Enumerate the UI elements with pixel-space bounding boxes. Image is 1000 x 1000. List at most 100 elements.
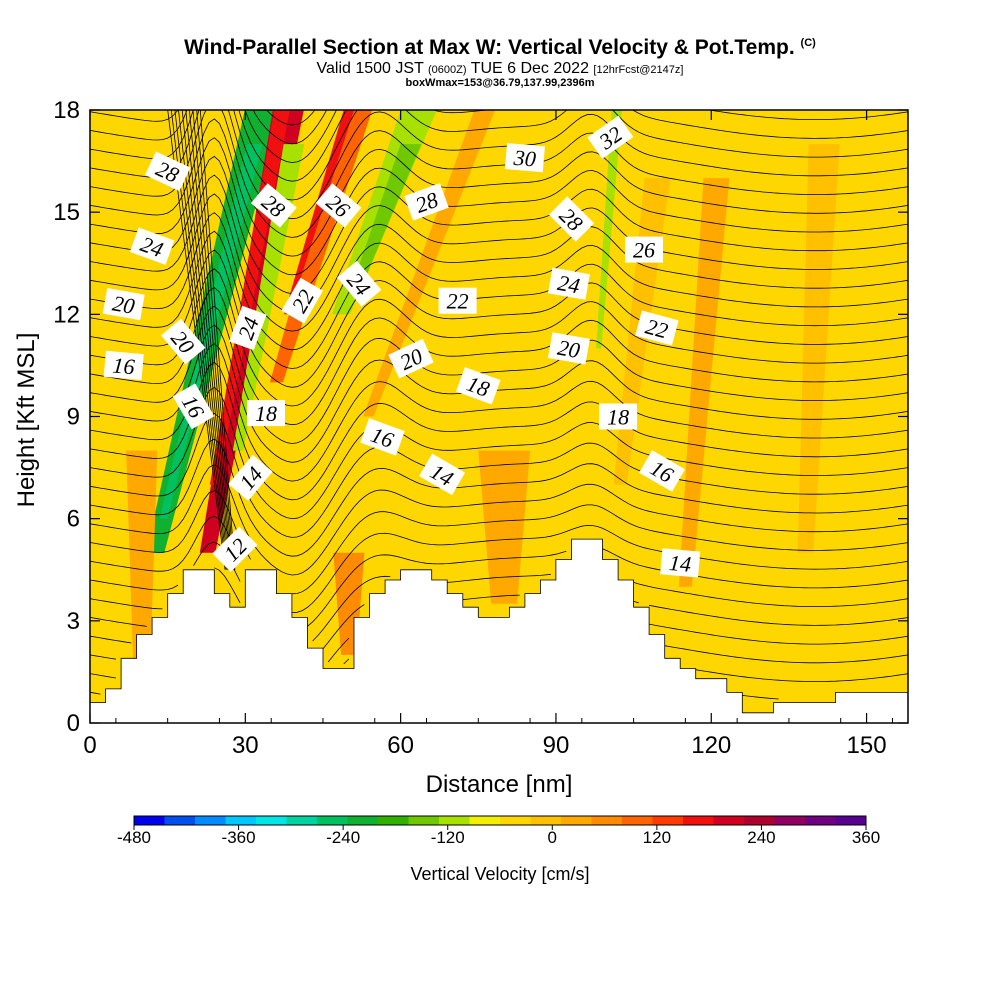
colorbar-swatch: [835, 816, 867, 825]
theta-contour-line: [90, 212, 908, 351]
theta-contour-line: [90, 230, 908, 369]
theta-label: 14: [660, 548, 701, 578]
subtitle-valid: Valid 1500 JST: [316, 60, 424, 77]
y-tick-label: 12: [53, 301, 80, 328]
theta-contour-line: [90, 645, 908, 665]
theta-contour-line: [189, 110, 232, 570]
colorbar-swatch: [591, 816, 623, 825]
theta-label-box: [212, 526, 258, 572]
colorbar-swatch: [683, 816, 714, 825]
theta-label: 20: [102, 287, 145, 321]
theta-label: 18: [247, 400, 285, 427]
x-tick-label: 150: [847, 732, 887, 759]
theta-label: 22: [438, 287, 477, 314]
theta-label-box: [419, 453, 466, 496]
subtitle-fcst: [12hrFcst@2147z]: [593, 64, 684, 76]
velocity-band: [232, 144, 305, 451]
theta-label-text: 30: [512, 145, 537, 172]
chart-title-mark: (C): [800, 37, 816, 49]
theta-label-text: 20: [111, 290, 137, 318]
theta-contour-line: [90, 110, 908, 163]
theta-contour-line: [90, 137, 908, 276]
colorbar-swatch: [713, 816, 745, 825]
velocity-band: [478, 450, 531, 604]
theta-label: 22: [635, 310, 679, 346]
colorbar-tick-label: -480: [117, 828, 151, 847]
theta-label-box: [144, 151, 191, 192]
colorbar-swatch: [256, 816, 287, 825]
theta-contour-line: [90, 155, 908, 295]
colorbar-swatch: [286, 816, 318, 825]
colorbar-tick-label: -120: [431, 828, 465, 847]
colorbar-swatch: [561, 816, 592, 825]
theta-label-box: [635, 310, 679, 346]
theta-label-text: 16: [112, 352, 136, 379]
box-note: boxWmax=153@36.79,137.99,2396m: [405, 77, 595, 89]
theta-label: 16: [103, 350, 144, 381]
terrain: [90, 538, 908, 723]
colorbar-label: Vertical Velocity [cm/s]: [410, 864, 589, 884]
theta-label-text: 18: [607, 405, 629, 430]
colorbar-swatch: [134, 816, 165, 825]
velocity-band: [797, 144, 840, 553]
theta-contour-line: [199, 110, 236, 570]
colorbar-swatch: [225, 816, 257, 825]
theta-contour-line: [90, 305, 908, 444]
colorbar-tick-label: -360: [222, 828, 256, 847]
theta-label: 30: [504, 143, 545, 173]
y-tick-label: 6: [67, 506, 80, 533]
terrain-mask: [90, 538, 908, 723]
theta-label-box: [548, 196, 595, 242]
x-tick-label: 60: [387, 732, 414, 759]
theta-contour-line: [90, 286, 908, 426]
theta-label-box: [455, 367, 501, 405]
velocity-band: [284, 110, 354, 315]
theta-label-text: 14: [668, 550, 692, 577]
theta-label-box: [172, 383, 215, 430]
theta-label-box: [388, 338, 434, 379]
theta-label-text: 26: [633, 238, 655, 263]
theta-label-box: [315, 183, 362, 228]
theta-label: 18: [599, 403, 638, 430]
colorbar-swatch: [744, 816, 775, 825]
y-axis-label: Height [Kft MSL]: [13, 333, 40, 508]
velocity-band: [159, 144, 263, 519]
theta-contour-line: [265, 110, 316, 126]
x-tick-label: 30: [232, 732, 259, 759]
theta-label-box: [250, 183, 297, 228]
theta-contour-line: [90, 324, 908, 463]
theta-contour-line: [192, 110, 234, 570]
velocity-band: [363, 110, 496, 417]
x-axis-label: Distance [nm]: [426, 771, 573, 798]
theta-label-text: 22: [447, 289, 469, 314]
colorbar-swatch: [195, 816, 226, 825]
theta-label-text: 20: [556, 335, 582, 363]
theta-label-box: [547, 332, 590, 365]
theta-contour-line: [90, 110, 908, 201]
theta-contour-line: [90, 110, 908, 182]
colorbar-swatch: [408, 816, 440, 825]
colorbar-tick-label: 240: [747, 828, 775, 847]
theta-label-box: [102, 287, 145, 321]
theta-contour-line: [90, 623, 908, 663]
subtitle-date: TUE 6 Dec 2022: [470, 60, 589, 77]
theta-contour-line: [90, 412, 908, 538]
x-tick-label: 90: [543, 732, 570, 759]
theta-contour-line: [90, 110, 908, 238]
velocity-band: [678, 178, 730, 587]
colorbar-swatch: [530, 816, 562, 825]
theta-contour-line: [90, 541, 908, 627]
colorbar-swatch: [805, 816, 836, 825]
chart-title-text: Wind-Parallel Section at Max W: Vertical…: [184, 36, 795, 59]
theta-label-box: [438, 287, 477, 314]
theta-label: 20: [547, 332, 590, 365]
theta-label-box: [103, 350, 144, 381]
theta-contour-line: [90, 361, 908, 501]
y-tick-label: 3: [67, 608, 80, 635]
theta-label: 26: [625, 236, 663, 263]
colorbar-swatch: [317, 816, 348, 825]
theta-contour-line: [90, 174, 908, 313]
theta-label-box: [247, 400, 285, 427]
theta-label-text: 24: [556, 270, 582, 298]
colorbar-frame: [133, 815, 867, 826]
